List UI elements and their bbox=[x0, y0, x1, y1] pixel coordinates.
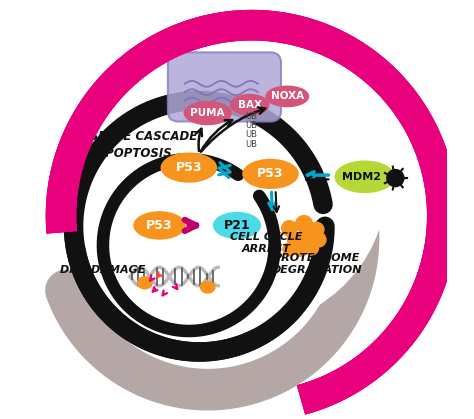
Ellipse shape bbox=[133, 211, 186, 240]
Text: P53: P53 bbox=[175, 161, 202, 174]
Circle shape bbox=[309, 222, 325, 238]
Text: DNA DAMAGE: DNA DAMAGE bbox=[60, 265, 146, 275]
Text: P53: P53 bbox=[146, 219, 173, 232]
Circle shape bbox=[386, 169, 405, 187]
Text: MDM2: MDM2 bbox=[342, 172, 382, 182]
Ellipse shape bbox=[72, 46, 386, 331]
Circle shape bbox=[293, 242, 308, 257]
Ellipse shape bbox=[200, 280, 216, 294]
Circle shape bbox=[282, 242, 297, 256]
Ellipse shape bbox=[230, 94, 270, 116]
Ellipse shape bbox=[161, 153, 217, 183]
Ellipse shape bbox=[265, 85, 309, 107]
Circle shape bbox=[295, 215, 313, 233]
Text: PUMA: PUMA bbox=[191, 108, 225, 118]
Text: P53: P53 bbox=[257, 167, 284, 181]
FancyBboxPatch shape bbox=[168, 52, 281, 122]
Ellipse shape bbox=[38, 21, 436, 398]
Circle shape bbox=[299, 229, 316, 247]
Ellipse shape bbox=[137, 276, 153, 290]
Ellipse shape bbox=[183, 101, 232, 125]
Circle shape bbox=[311, 232, 327, 248]
Text: CASPASE CASCADE
APOPTOSIS: CASPASE CASCADE APOPTOSIS bbox=[72, 129, 197, 160]
Text: NOXA: NOXA bbox=[271, 91, 304, 101]
Ellipse shape bbox=[335, 160, 395, 193]
Text: BAX: BAX bbox=[237, 100, 262, 110]
Text: CELL CYCLE
ARREST: CELL CYCLE ARREST bbox=[230, 232, 302, 254]
Text: P21: P21 bbox=[224, 219, 250, 232]
Circle shape bbox=[281, 220, 298, 237]
Text: PROTEASOME
DEGRADATION: PROTEASOME DEGRADATION bbox=[271, 253, 362, 275]
Ellipse shape bbox=[242, 159, 299, 189]
Text: UB
UB
UB
UB: UB UB UB UB bbox=[246, 112, 258, 149]
Circle shape bbox=[304, 241, 319, 256]
Circle shape bbox=[287, 232, 303, 248]
Circle shape bbox=[235, 171, 241, 178]
Ellipse shape bbox=[213, 212, 261, 239]
